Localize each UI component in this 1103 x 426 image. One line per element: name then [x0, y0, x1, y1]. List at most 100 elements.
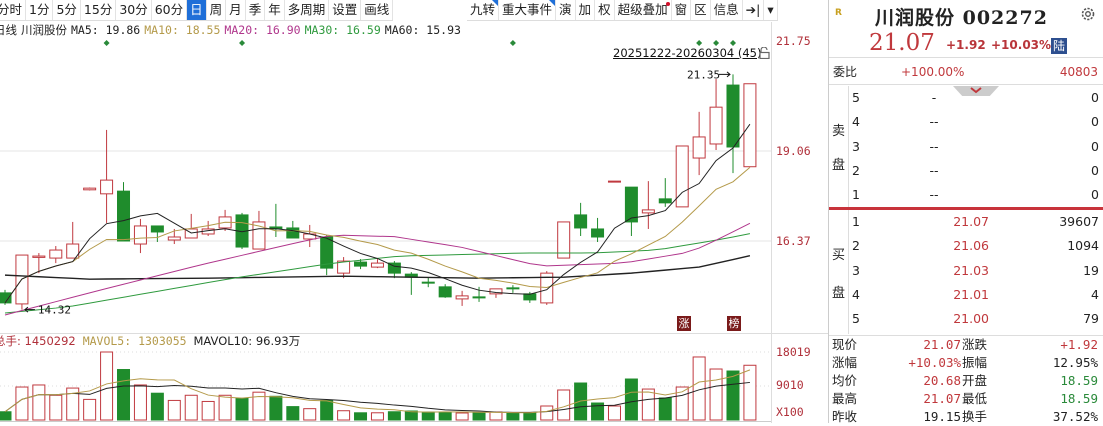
volume-bar[interactable] — [167, 399, 181, 421]
volume-bar[interactable] — [269, 395, 283, 421]
volume-bar[interactable] — [15, 386, 29, 421]
period-button[interactable]: 日 — [187, 0, 207, 20]
period-button[interactable]: 多周期 — [285, 0, 330, 20]
signal-diamond-icon[interactable] — [713, 40, 720, 46]
volume-bar[interactable] — [49, 394, 63, 421]
signal-diamond-icon[interactable] — [509, 40, 516, 46]
volume-bar[interactable] — [743, 364, 757, 421]
candle-body[interactable] — [286, 227, 300, 239]
candle-body[interactable] — [675, 145, 689, 208]
tool-button[interactable]: ▾ — [764, 0, 778, 20]
volume-bar[interactable] — [32, 384, 46, 421]
volume-bar[interactable] — [523, 412, 537, 421]
candle-body[interactable] — [591, 228, 605, 238]
period-button[interactable]: 5分 — [53, 0, 81, 20]
candle-body[interactable] — [641, 209, 655, 214]
candle-body[interactable] — [709, 106, 723, 145]
tool-button[interactable]: 区 — [691, 0, 711, 20]
volume-bar[interactable] — [624, 378, 638, 421]
candle-body[interactable] — [320, 236, 334, 269]
volume-bar[interactable] — [607, 405, 621, 421]
tool-button[interactable]: 重大事件 — [499, 0, 557, 20]
volume-bar[interactable] — [675, 386, 689, 421]
volume-bar[interactable] — [591, 402, 605, 421]
volume-bar[interactable] — [354, 412, 368, 421]
volume-bar[interactable] — [709, 368, 723, 421]
candle-body[interactable] — [624, 186, 638, 223]
tool-button[interactable]: 超级叠加 — [615, 0, 672, 20]
volume-bar[interactable] — [184, 394, 198, 421]
candle-body[interactable] — [167, 236, 181, 241]
period-button[interactable]: 分时 — [0, 0, 27, 20]
volume-bar[interactable] — [387, 411, 401, 421]
volume-bar[interactable] — [726, 370, 740, 421]
candle-body[interactable] — [692, 136, 706, 159]
volume-bar[interactable] — [150, 392, 164, 421]
signal-diamond-icon[interactable] — [103, 40, 110, 46]
volume-bar[interactable] — [66, 387, 80, 421]
period-button[interactable]: 设置 — [329, 0, 362, 20]
tool-button[interactable]: 窗 — [672, 0, 692, 20]
signal-diamond-icon[interactable] — [729, 40, 736, 46]
candle-body[interactable] — [421, 281, 435, 284]
tool-button[interactable]: 信息 — [711, 0, 743, 20]
candle-body[interactable] — [354, 261, 368, 267]
candle-body[interactable] — [607, 180, 621, 183]
volume-bar[interactable] — [286, 406, 300, 421]
period-button[interactable]: 年 — [265, 0, 285, 20]
candle-body[interactable] — [726, 84, 740, 148]
candle-body[interactable] — [49, 249, 63, 259]
market-tag[interactable]: 陆 — [1051, 38, 1067, 54]
candle-body[interactable] — [133, 225, 147, 245]
volume-bar[interactable] — [404, 410, 418, 421]
candle-body[interactable] — [574, 214, 588, 229]
tool-button[interactable]: 权 — [595, 0, 615, 20]
dragon-tiger-list-badge[interactable]: 榜 — [727, 316, 741, 331]
volume-bar[interactable] — [658, 397, 672, 421]
candle-body[interactable] — [438, 286, 452, 298]
volume-bar[interactable] — [252, 391, 266, 421]
candle-body[interactable] — [523, 293, 537, 301]
candle-body[interactable] — [387, 262, 401, 274]
collapse-orderbook-button[interactable] — [953, 86, 999, 96]
candle-body[interactable] — [150, 225, 164, 233]
volume-bar[interactable] — [641, 388, 655, 421]
period-button[interactable]: 1分 — [26, 0, 54, 20]
candle-body[interactable] — [66, 243, 80, 259]
volume-bar[interactable] — [303, 408, 317, 421]
candle-body[interactable] — [506, 287, 520, 290]
candle-body[interactable] — [743, 83, 757, 168]
volume-bar[interactable] — [117, 369, 131, 421]
volume-bar[interactable] — [489, 411, 503, 421]
volume-bar[interactable] — [0, 411, 12, 421]
volume-bar[interactable] — [506, 412, 520, 421]
period-button[interactable]: 季 — [246, 0, 266, 20]
candle-body[interactable] — [658, 198, 672, 204]
candle-body[interactable] — [100, 179, 114, 195]
gear-icon[interactable] — [1080, 6, 1096, 22]
volume-bar[interactable] — [201, 400, 215, 421]
candle-body[interactable] — [32, 255, 46, 258]
candle-body[interactable] — [117, 190, 131, 242]
kline-chart[interactable]: 21.35 14.32 — [0, 0, 828, 423]
tool-button[interactable]: 加 — [576, 0, 596, 20]
candle-body[interactable] — [370, 262, 384, 268]
candle-body[interactable] — [540, 272, 554, 304]
volume-bar[interactable] — [83, 398, 97, 421]
candle-body[interactable] — [557, 221, 571, 259]
tool-button[interactable]: 演 — [556, 0, 576, 20]
volume-bar[interactable] — [438, 411, 452, 421]
period-button[interactable]: 60分 — [152, 0, 188, 20]
candle-body[interactable] — [337, 260, 351, 274]
limit-up-badge[interactable]: 涨 — [677, 316, 691, 331]
volume-bar[interactable] — [421, 411, 435, 421]
period-button[interactable]: 月 — [226, 0, 246, 20]
period-button[interactable]: 画线 — [361, 0, 394, 20]
tool-button[interactable]: 九转 — [467, 0, 500, 20]
volume-bar[interactable] — [320, 399, 334, 421]
volume-bar[interactable] — [455, 412, 469, 421]
range-selection-label[interactable]: 20251222-20260304 (45) — [613, 46, 762, 60]
volume-bar[interactable] — [218, 394, 232, 421]
period-button[interactable]: 30分 — [116, 0, 152, 20]
candle-body[interactable] — [472, 296, 486, 299]
